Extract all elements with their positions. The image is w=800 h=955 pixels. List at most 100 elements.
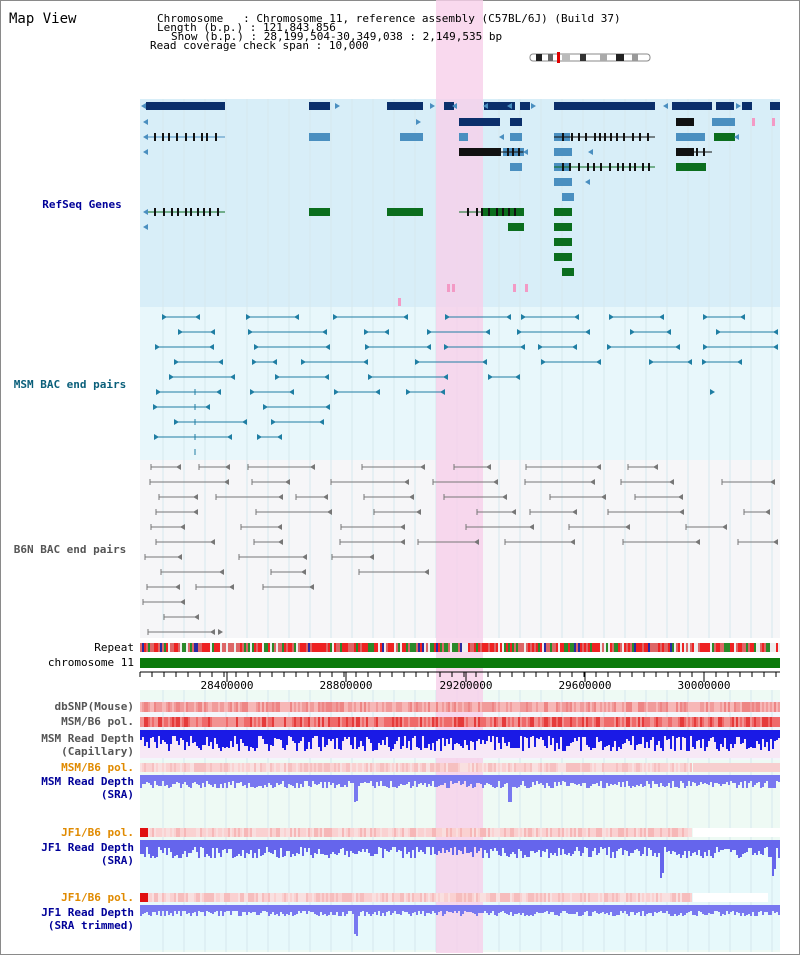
pol-cell [198, 717, 200, 727]
dbsnp-cell [374, 702, 376, 712]
dbsnp-cell [524, 702, 526, 712]
pol-cell [688, 717, 690, 727]
gene-exon [676, 118, 694, 126]
depth-bar [436, 905, 438, 915]
repeat-segment [592, 643, 594, 652]
track-label-b6n-bac[interactable]: B6N BAC end pairs [13, 543, 127, 556]
pol-cell [256, 893, 258, 902]
pol-cell [608, 893, 610, 902]
pol-cell [158, 828, 160, 837]
bac-end [324, 374, 329, 380]
pol-cell [356, 893, 358, 902]
pol-cell [258, 893, 260, 902]
repeat-segment [286, 643, 288, 652]
repeat-segment [614, 643, 616, 652]
depth-bar [364, 775, 366, 782]
depth-bar [258, 775, 260, 786]
dbsnp-cell [216, 702, 218, 712]
depth-bar [232, 775, 234, 781]
pol-cell [170, 828, 172, 837]
dbsnp-cell [480, 702, 482, 712]
repeat-segment [294, 643, 296, 652]
pol-cell [532, 763, 534, 772]
depth-bar [752, 840, 754, 855]
ideogram-band [562, 54, 570, 61]
depth-bar [592, 840, 594, 851]
pol-cell [368, 828, 370, 837]
pol-cell [226, 763, 228, 772]
repeat-segment [498, 643, 500, 652]
depth-bar [698, 730, 700, 740]
pol-cell [766, 717, 768, 727]
bac-end [301, 359, 306, 365]
depth-bar [250, 730, 252, 747]
dbsnp-cell [468, 702, 470, 712]
repeat-segment [744, 643, 746, 652]
depth-bar [408, 775, 410, 782]
depth-bar [546, 840, 548, 849]
pol-cell [480, 763, 482, 772]
depth-bar [484, 775, 486, 785]
dbsnp-cell [146, 702, 148, 712]
pol-cell [736, 717, 738, 727]
depth-bar [286, 905, 288, 914]
pol-cell [430, 828, 432, 837]
axis-tick-label: 28800000 [320, 679, 373, 692]
pol-cell [638, 893, 640, 902]
bac-end [511, 509, 516, 515]
depth-bar [438, 905, 440, 912]
track-label-refseq[interactable]: RefSeq Genes [42, 198, 122, 211]
dbsnp-cell [738, 702, 740, 712]
repeat-segment [414, 643, 416, 652]
depth-bar [580, 730, 582, 751]
pol-cell [584, 717, 586, 727]
dbsnp-cell [650, 702, 652, 712]
depth-bar [698, 905, 700, 911]
dbsnp-cell [264, 702, 266, 712]
depth-bar [176, 775, 178, 782]
pol-cell [710, 717, 712, 727]
pol-cell [330, 828, 332, 837]
pol-cell [444, 763, 446, 772]
pol-cell [282, 763, 284, 772]
repeat-segment [676, 643, 678, 652]
depth-bar [358, 775, 360, 786]
pol-cell [470, 763, 472, 772]
depth-bar [750, 730, 752, 747]
track-label-msm-bac[interactable]: MSM BAC end pairs [13, 378, 127, 391]
pol-cell [672, 828, 674, 837]
bac-end [770, 479, 775, 485]
depth-bar [492, 905, 494, 911]
pol-cell [684, 893, 686, 902]
depth-bar [208, 905, 210, 912]
depth-bar [158, 840, 160, 847]
depth-bar [576, 905, 578, 912]
dbsnp-cell [598, 702, 600, 712]
bac-end [246, 314, 251, 320]
pol-cell [356, 828, 358, 837]
dbsnp-cell [408, 702, 410, 712]
depth-bar [664, 840, 666, 847]
depth-bar [470, 730, 472, 741]
pol-cell [434, 763, 436, 772]
depth-bar [294, 840, 296, 856]
pol-cell [226, 717, 228, 727]
pol-cell [426, 828, 428, 837]
pol-cell [544, 763, 546, 772]
repeat-segment [470, 643, 472, 652]
exon-tick [690, 148, 692, 156]
pol-cell [658, 717, 660, 727]
depth-bar [140, 775, 142, 788]
depth-bar [754, 840, 756, 853]
pol-cell [562, 717, 564, 727]
depth-bar [608, 730, 610, 745]
pol-cell [416, 828, 418, 837]
depth-bar [586, 775, 588, 788]
repeat-segment [456, 643, 458, 652]
highlight-band [436, 0, 483, 953]
pol-cell [184, 828, 186, 837]
depth-bar [174, 840, 176, 856]
dbsnp-cell [486, 702, 488, 712]
pol-cell [208, 717, 210, 727]
